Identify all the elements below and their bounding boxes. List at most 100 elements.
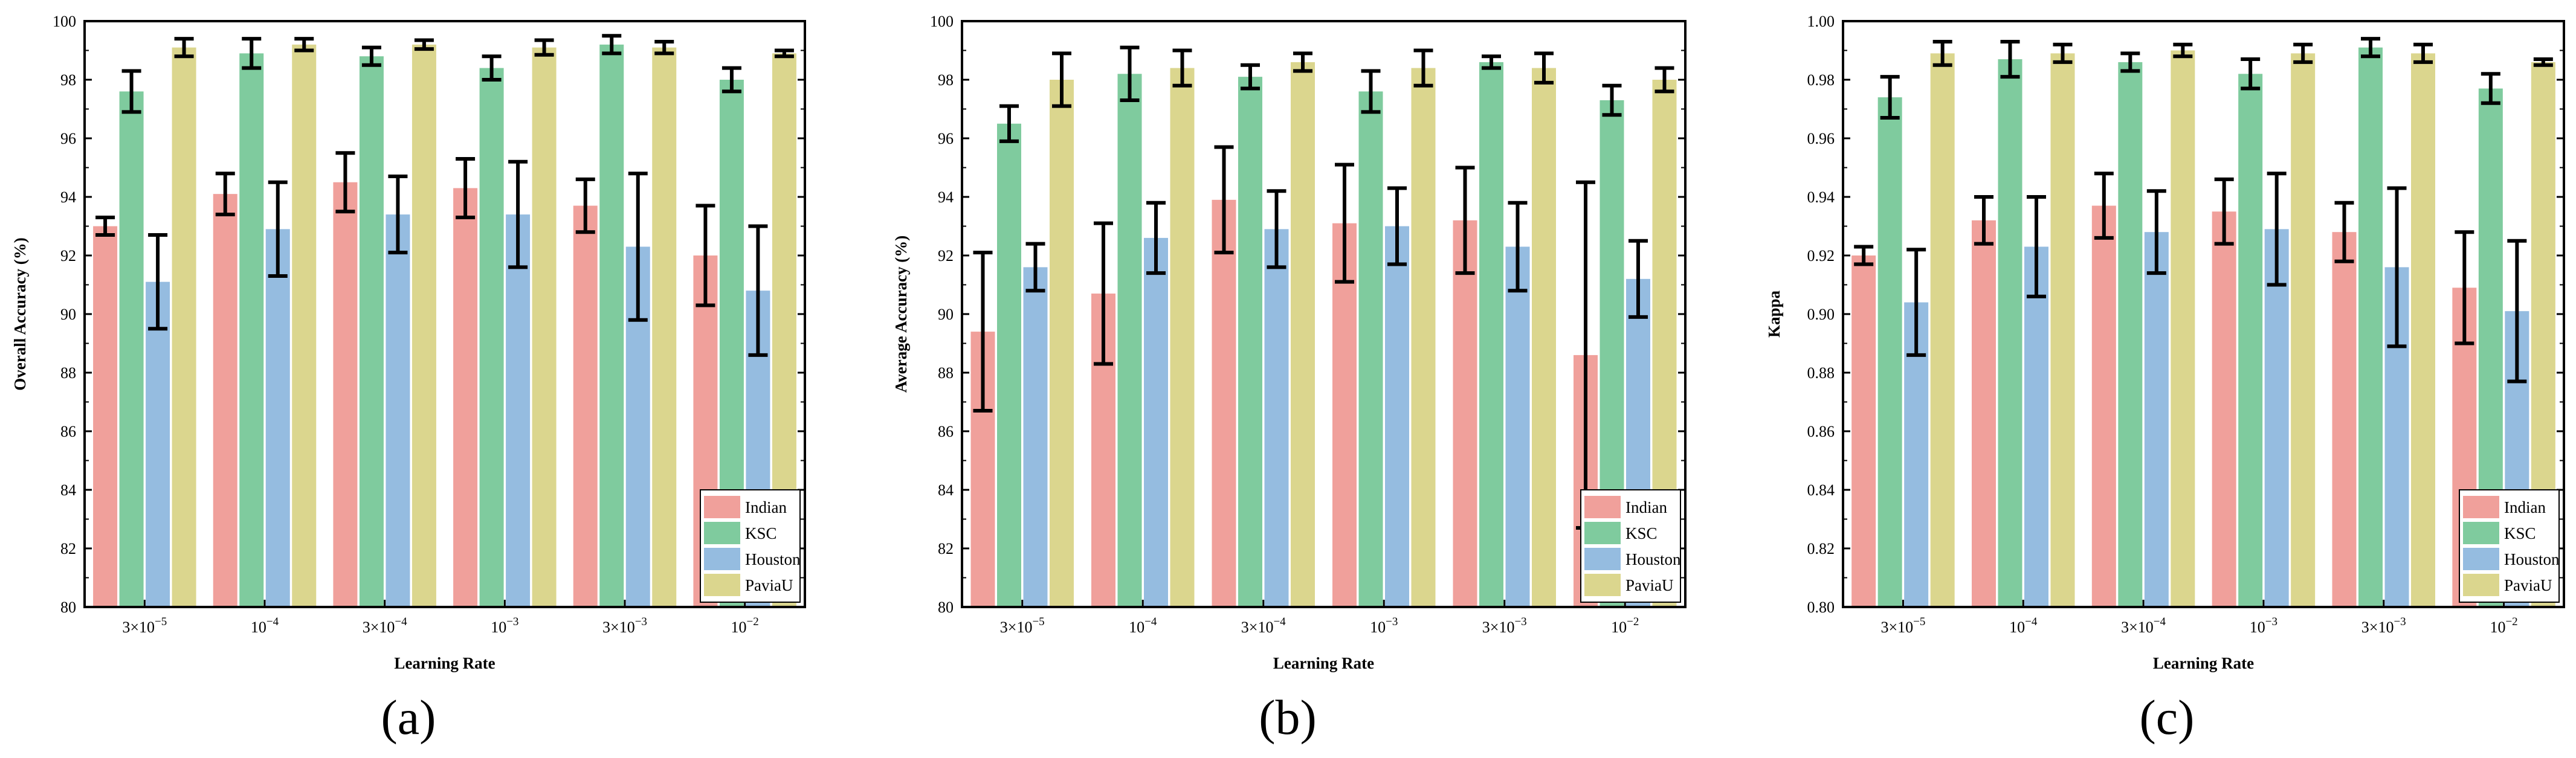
legend-label-houston: Houston (745, 550, 801, 568)
y-tick-label: 82 (60, 540, 76, 557)
errorbar-houston (1267, 189, 1286, 269)
errorbar-paviau (1534, 51, 1554, 85)
y-axis-title: Average Accuracy (%) (892, 236, 910, 393)
bar-houston (506, 214, 531, 608)
legend-label-houston: Houston (1625, 550, 1681, 568)
errorbar-houston (748, 224, 768, 357)
errorbar-paviau (2173, 42, 2193, 59)
errorbar-houston (2146, 189, 2166, 275)
y-tick-label: 96 (60, 130, 76, 147)
errorbar-houston (268, 180, 288, 278)
bar-paviau (652, 47, 677, 607)
bar-ksc (2118, 62, 2143, 607)
legend-label-ksc: KSC (1625, 524, 1658, 542)
x-tick-label: 3×10−4 (1241, 615, 1286, 636)
errorbar-indian (1094, 221, 1113, 366)
bar-indian (2091, 205, 2116, 607)
legend-swatch-ksc (704, 522, 740, 544)
bar-ksc (1358, 91, 1383, 607)
errorbar-paviau (534, 38, 554, 57)
errorbar-paviau (774, 48, 794, 59)
errorbar-paviau (1293, 51, 1312, 73)
errorbar-paviau (1413, 48, 1433, 88)
y-tick-label: 0.80 (1807, 599, 1835, 616)
errorbar-ksc (602, 34, 622, 56)
x-tick-label: 3×10−5 (122, 615, 167, 636)
bar-ksc (997, 123, 1021, 607)
errorbar-houston (388, 175, 408, 255)
errorbar-ksc (242, 37, 262, 70)
y-tick-label: 0.88 (1807, 364, 1835, 382)
legend-swatch-indian (1584, 496, 1621, 518)
legend-swatch-indian (704, 496, 740, 518)
x-tick-label: 3×10−5 (1000, 615, 1045, 636)
errorbar-ksc (121, 69, 141, 114)
y-tick-label: 90 (60, 306, 76, 323)
x-axis-title: Learning Rate (394, 654, 495, 672)
errorbar-paviau (2293, 42, 2313, 64)
x-tick-label: 3×10−3 (1482, 615, 1527, 636)
bar-paviau (1291, 62, 1315, 607)
bar-houston (2144, 232, 2169, 607)
y-tick-label: 88 (938, 364, 954, 382)
errorbar-ksc (1602, 83, 1622, 117)
x-tick-label: 3×10−4 (363, 615, 407, 636)
bar-paviau (532, 47, 557, 607)
y-tick-label: 84 (60, 481, 76, 499)
bar-paviau (172, 47, 196, 607)
y-tick-label: 0.94 (1807, 188, 1835, 206)
bar-ksc (599, 44, 624, 608)
errorbar-houston (2267, 172, 2287, 287)
legend-label-paviau: PaviaU (1625, 576, 1673, 594)
bar-ksc (2238, 74, 2263, 608)
errorbar-paviau (2533, 57, 2553, 67)
errorbar-houston (148, 233, 168, 331)
bar-paviau (2050, 53, 2075, 608)
y-tick-label: 94 (60, 188, 76, 206)
errorbar-houston (508, 159, 528, 269)
errorbar-ksc (721, 66, 741, 94)
errorbar-ksc (1120, 45, 1140, 102)
bar-paviau (2291, 53, 2316, 608)
y-tick-label: 98 (938, 71, 954, 89)
bar-indian (333, 182, 358, 607)
bar-ksc (359, 56, 384, 607)
panel-label: (c) (2139, 690, 2194, 745)
legend-label-indian: Indian (745, 498, 787, 516)
bar-ksc (1998, 59, 2022, 608)
legend-swatch-paviau (2463, 574, 2499, 596)
legend-swatch-paviau (704, 574, 740, 596)
y-tick-label: 0.86 (1807, 423, 1835, 440)
errorbar-ksc (999, 104, 1019, 143)
y-tick-label: 86 (60, 423, 76, 440)
legend-swatch-ksc (1584, 522, 1621, 544)
y-tick-label: 100 (930, 13, 954, 30)
errorbar-houston (1146, 201, 1166, 275)
y-tick-label: 96 (938, 130, 954, 147)
legend: Indian KSC Houston PaviaU (1580, 489, 1681, 603)
x-tick-label: 3×10−3 (2361, 615, 2406, 636)
bar-indian (213, 194, 237, 607)
bar-indian (1453, 220, 1477, 607)
y-tick-label: 80 (938, 599, 954, 616)
errorbar-paviau (2053, 42, 2073, 64)
x-tick-label: 10−4 (2009, 615, 2038, 636)
errorbar-houston (2507, 239, 2527, 384)
errorbar-houston (1906, 248, 1926, 357)
errorbar-paviau (1932, 39, 1952, 67)
y-axis-title: Kappa (1765, 290, 1783, 338)
bar-indian (2332, 232, 2357, 607)
y-tick-label: 0.98 (1807, 71, 1835, 89)
bar-houston (2024, 246, 2048, 607)
y-tick-label: 92 (938, 247, 954, 265)
errorbar-indian (1974, 195, 1993, 246)
bar-paviau (412, 44, 436, 608)
errorbar-indian (2455, 230, 2474, 345)
errorbar-houston (2387, 186, 2407, 348)
errorbar-indian (1335, 162, 1354, 284)
legend-swatch-houston (2463, 548, 2499, 570)
errorbar-houston (1629, 239, 1648, 319)
bar-ksc (479, 68, 504, 608)
bar-paviau (292, 44, 317, 608)
